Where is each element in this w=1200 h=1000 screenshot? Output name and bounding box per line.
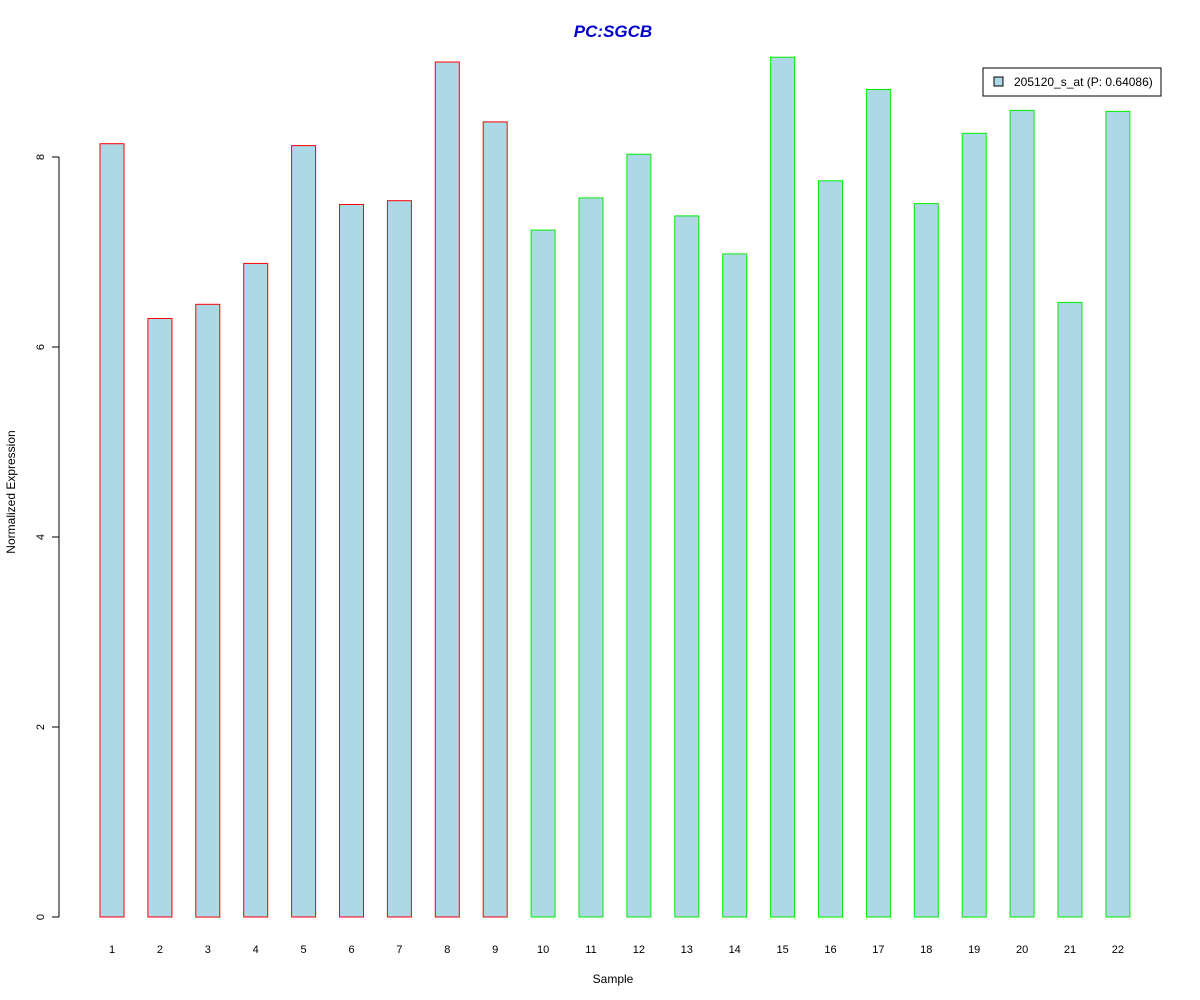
x-axis-tick-label: 21	[1064, 944, 1076, 956]
x-axis-tick-label: 8	[444, 944, 450, 956]
bar-sample-15	[770, 56, 796, 918]
x-axis-tick-label: 19	[968, 944, 980, 956]
y-axis: 0 2 4 6 8	[35, 154, 60, 920]
bar-sample-1	[99, 143, 125, 918]
x-axis-tick-label: 1	[109, 944, 115, 956]
x-axis-tick-label: 3	[205, 944, 211, 956]
y-axis-tick-label: 6	[35, 344, 47, 350]
bar-sample-3	[195, 303, 221, 918]
y-axis-tick-label: 4	[35, 534, 47, 540]
x-axis-tick-label: 11	[585, 944, 596, 956]
x-axis-tick-label: 10	[537, 944, 549, 956]
x-axis-tick-label: 17	[872, 944, 884, 956]
bar-sample-10	[530, 229, 556, 918]
bar-sample-13	[674, 215, 700, 918]
bar-sample-16	[818, 180, 843, 918]
x-axis-tick-label: 22	[1112, 944, 1124, 956]
x-axis-tick-label: 13	[681, 944, 693, 956]
y-axis-tick-label: 8	[35, 154, 47, 160]
legend: 205120_s_at (P: 0.64086)	[982, 67, 1162, 97]
bar-sample-5	[291, 145, 317, 918]
x-axis-tick-label: 5	[301, 944, 307, 956]
bars	[99, 56, 1131, 918]
x-axis-tick-label: 6	[348, 944, 354, 956]
y-axis-tick-label: 2	[35, 724, 47, 730]
bar-sample-20	[1009, 109, 1035, 918]
bar-sample-21	[1057, 301, 1083, 918]
bar-sample-17	[865, 89, 891, 918]
bar-sample-4	[243, 262, 269, 918]
x-axis-tick-label: 18	[920, 944, 932, 956]
bar-sample-9	[482, 121, 508, 918]
bar-sample-14	[722, 253, 748, 918]
x-axis-tick-label: 7	[396, 944, 402, 956]
bar-sample-12	[626, 153, 652, 918]
bar-sample-2	[147, 318, 173, 918]
x-axis-label: Sample	[593, 972, 634, 986]
x-axis-tick-label: 9	[492, 944, 498, 956]
bar-sample-11	[578, 197, 604, 918]
x-axis-tick-label: 16	[824, 944, 836, 956]
y-axis-label: Normalized Expression	[4, 430, 18, 553]
x-axis-tick-label: 12	[633, 944, 645, 956]
bar-sample-18	[913, 203, 939, 918]
chart-title: PC:SGCB	[574, 22, 652, 41]
bar-sample-6	[339, 204, 364, 918]
bar-sample-7	[386, 200, 412, 918]
x-axis-tick-label: 4	[253, 944, 259, 956]
x-axis-tick-label: 14	[729, 944, 741, 956]
bar-sample-19	[961, 132, 987, 918]
y-axis-tick-label: 0	[35, 914, 47, 920]
x-axis-tick-label: 15	[776, 944, 788, 956]
bar-sample-8	[434, 61, 460, 918]
x-axis-tick-label: 20	[1016, 944, 1028, 956]
x-axis-tick-label: 2	[157, 944, 163, 956]
x-axis-tick-labels: 1 2 3 4 5 6 7 8 9 10 11 12 13 14 15 16 17 18 19 20 21 22	[109, 944, 1124, 956]
legend-swatch	[993, 76, 1004, 87]
legend-box	[982, 67, 1162, 97]
bar-sample-22	[1105, 110, 1131, 918]
legend-label: 205120_s_at (P: 0.64086)	[1014, 75, 1153, 89]
